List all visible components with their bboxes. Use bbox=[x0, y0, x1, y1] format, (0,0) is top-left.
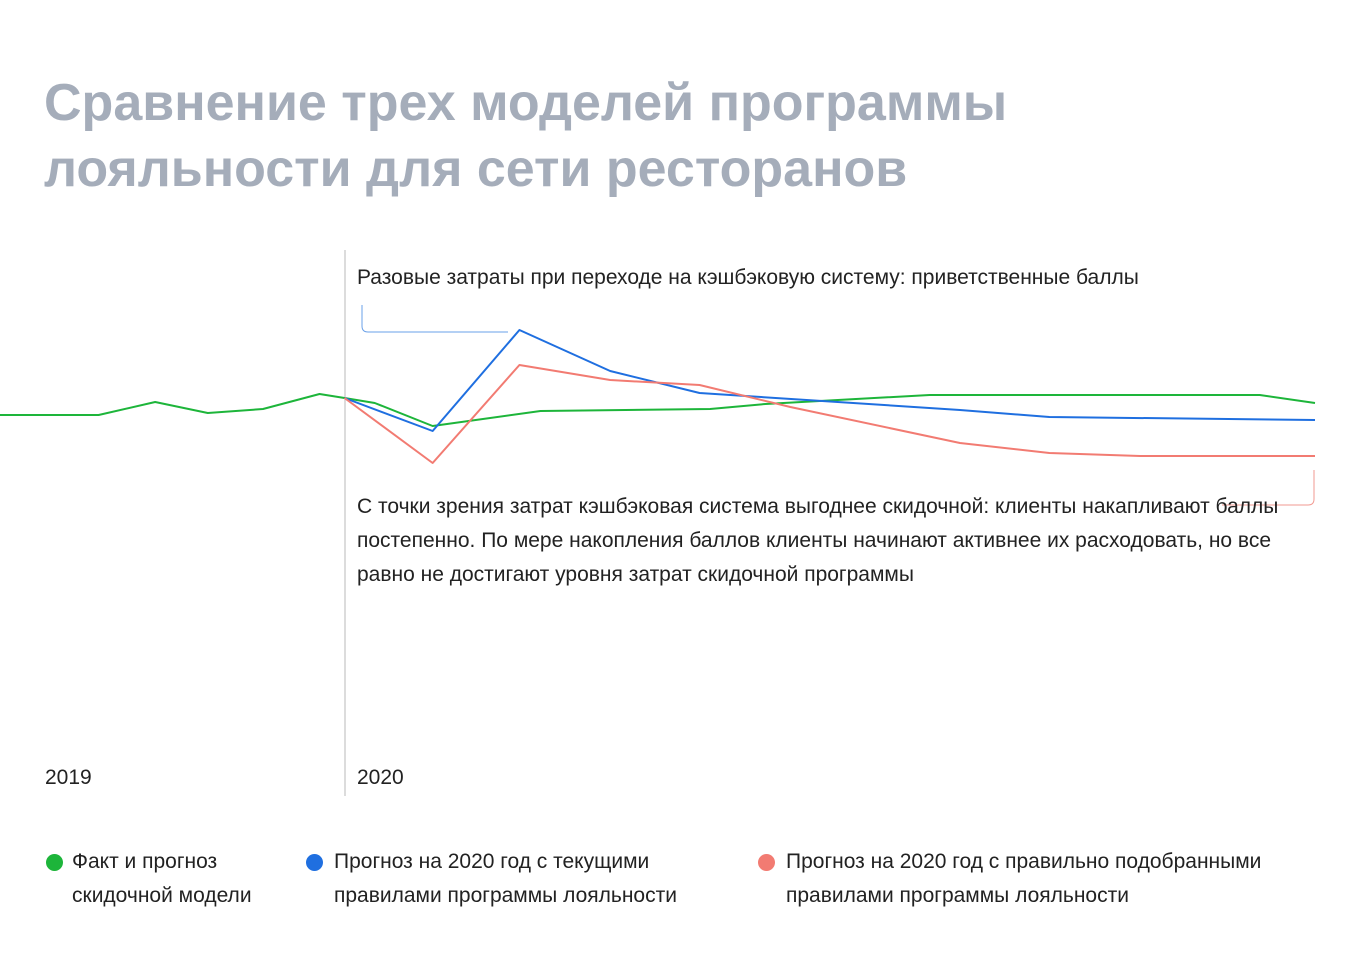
legend-marker bbox=[306, 854, 323, 871]
legend-marker bbox=[46, 854, 63, 871]
series-line bbox=[343, 364, 1315, 464]
annotation-connector bbox=[1222, 470, 1315, 506]
legend-label: Факт и прогноз скидочной модели bbox=[72, 850, 252, 907]
annotation-connector bbox=[361, 305, 508, 333]
legend-label: Прогноз на 2020 год с правильно подобран… bbox=[786, 850, 1262, 907]
chart-title: Сравнение трех моделей программы лояльно… bbox=[44, 74, 1008, 198]
legend-marker bbox=[758, 854, 775, 871]
series-line bbox=[0, 393, 1316, 427]
annotation: Разовые затраты при переходе на кэшбэков… bbox=[357, 266, 1139, 289]
period-label: 2020 bbox=[357, 766, 404, 789]
annotation: С точки зрения затрат кэшбэковая система… bbox=[357, 495, 1279, 586]
legend-label: Прогноз на 2020 год с текущими правилами… bbox=[334, 850, 677, 907]
period-label: 2019 bbox=[45, 766, 92, 789]
